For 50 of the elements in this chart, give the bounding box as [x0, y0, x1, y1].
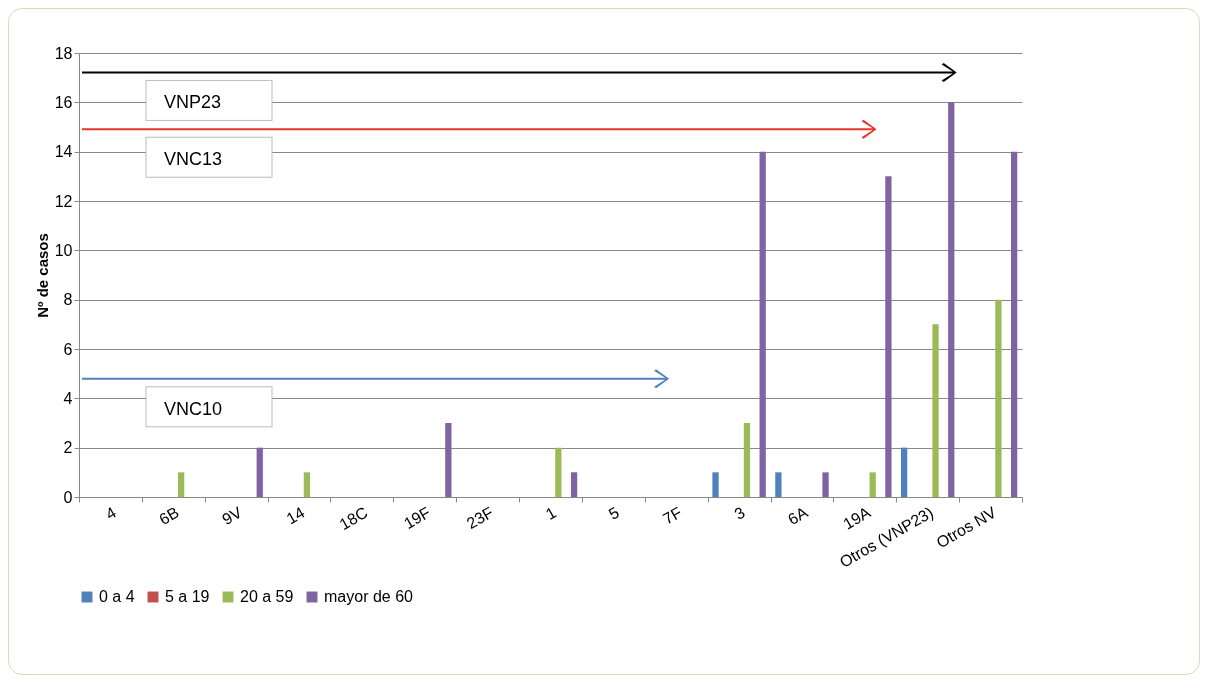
x-tick-label: 23F [463, 503, 497, 533]
x-tick-label: 14 [283, 503, 308, 528]
bar [900, 447, 908, 497]
y-tick-label: 14 [54, 143, 73, 161]
y-tick-label: 16 [54, 93, 73, 111]
bar [822, 472, 829, 497]
annotation: VNC13 [164, 149, 223, 170]
y-tick-label: 8 [63, 291, 73, 309]
x-tick-label: 18C [336, 503, 371, 534]
bar [775, 472, 782, 497]
y-tick-label: 0 [63, 488, 73, 506]
bar [743, 423, 751, 497]
bar [570, 472, 578, 497]
x-tick-label: 5 [605, 503, 622, 523]
bar [555, 447, 562, 497]
bar [995, 299, 1002, 497]
y-tick-label: 18 [54, 44, 73, 62]
x-tick-label: 3 [731, 503, 748, 523]
annotation: VNC10 [164, 398, 223, 419]
y-tick-label: 2 [63, 439, 73, 457]
legend-label: 5 a 19 [165, 588, 210, 605]
bar [256, 447, 263, 497]
bar [445, 423, 452, 497]
x-tick-label: Otros NV [933, 503, 1000, 552]
annotation: VNP23 [164, 92, 222, 113]
y-tick-label: 10 [54, 241, 73, 259]
x-tick-label: 6B [156, 503, 182, 529]
legend-label: mayor de 60 [324, 588, 414, 605]
x-tick-label: 6A [785, 503, 811, 529]
x-tick-label: 19A [840, 503, 874, 533]
x-tick-label: 1 [542, 503, 560, 523]
x-tick-label: 19F [400, 503, 434, 533]
bar [869, 472, 876, 497]
bar [1011, 151, 1018, 497]
bar [759, 151, 766, 497]
x-tick-label: 9V [219, 503, 245, 529]
x-tick-label: 4 [102, 503, 120, 523]
bar [885, 176, 892, 497]
y-tick-label: 4 [63, 389, 73, 407]
bar [932, 324, 939, 497]
bar [948, 102, 955, 497]
y-axis-title: Nº de casos [33, 233, 51, 318]
legend-label: 20 a 59 [240, 588, 294, 605]
bar [303, 472, 311, 497]
y-tick-label: 6 [63, 340, 73, 358]
x-tick-label: 7F [660, 503, 685, 528]
bar [178, 472, 185, 497]
legend-label: 0 a 4 [99, 588, 135, 605]
bar [712, 472, 719, 497]
y-tick-label: 12 [54, 192, 73, 210]
